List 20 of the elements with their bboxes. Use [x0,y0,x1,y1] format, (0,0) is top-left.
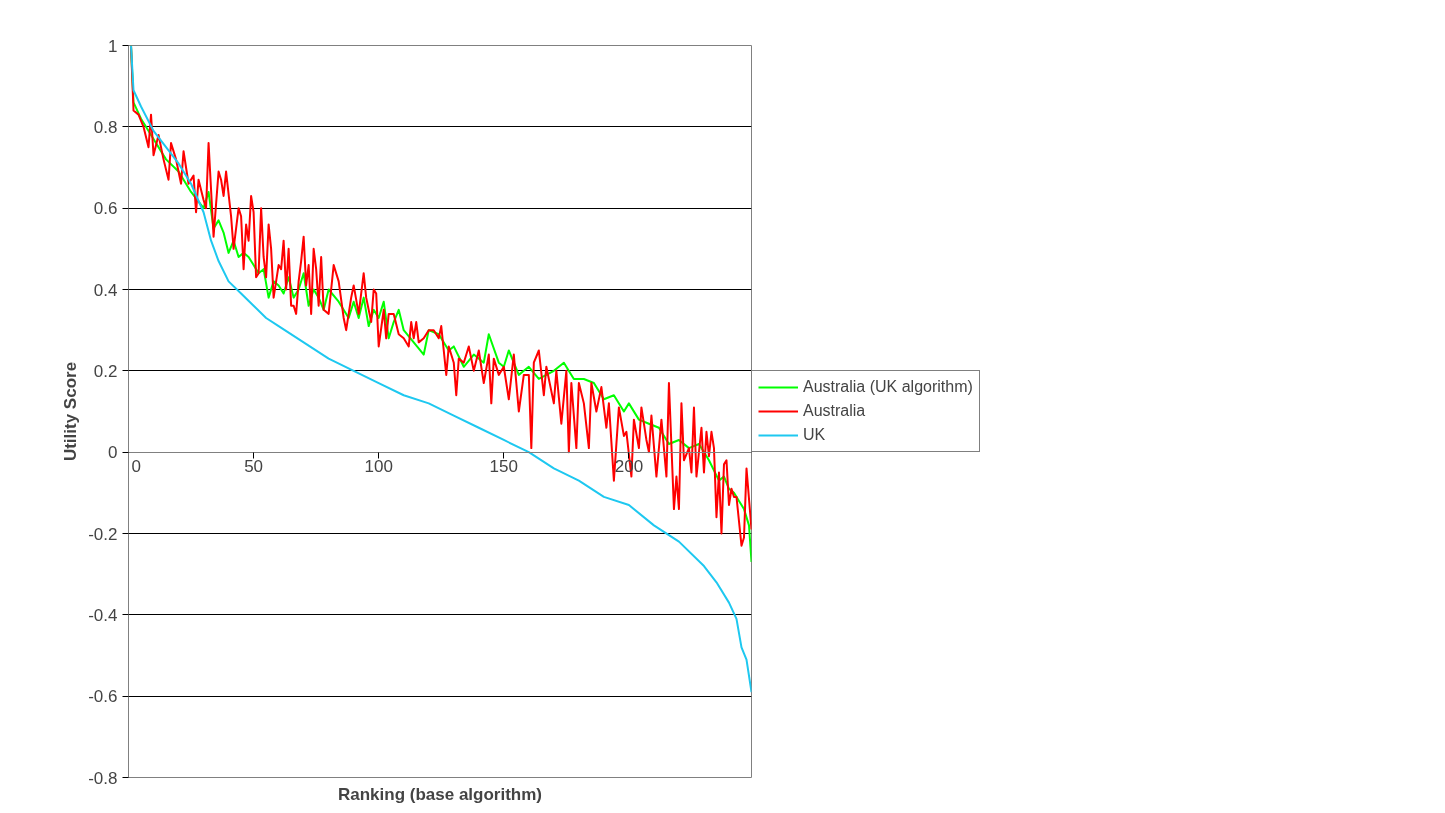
y-tick-label: 0.6 [93,199,118,219]
x-axis-title: Ranking (base algorithm) [337,784,543,804]
legend-label: Australia [803,402,866,420]
x-tick-label: 50 [244,457,264,477]
line-series [130,45,752,694]
x-tick-label: 150 [489,457,518,477]
y-tick-label: 0.8 [93,117,118,137]
x-tick-label: 100 [364,457,393,477]
y-tick-label: -0.8 [88,768,118,788]
legend-label: UK [803,426,826,444]
y-tick-label: -0.2 [88,524,118,544]
legend-label: Australia (UK algorithm) [803,378,973,396]
y-tick-label: 1 [108,36,118,56]
y-axis-title: Utility Score [61,361,81,462]
y-tick-label: -0.4 [88,605,118,625]
y-tick-label: -0.6 [88,687,118,707]
y-tick-label: 0 [108,443,118,463]
y-tick-label: 0.4 [93,280,118,300]
x-tick-label: 0 [131,457,141,477]
y-tick-label: 0.2 [93,361,118,381]
